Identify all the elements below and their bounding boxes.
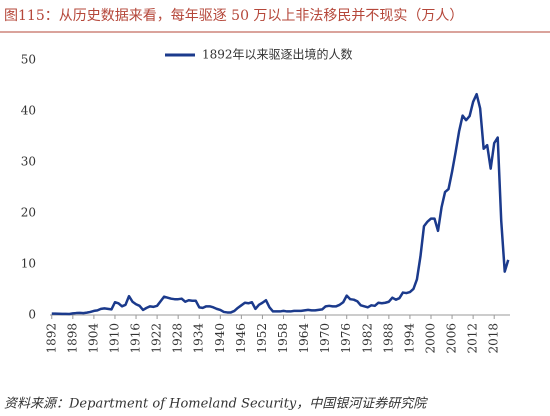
x-tick-label: 1898 [65, 323, 79, 354]
x-tick-label: 1892 [44, 323, 58, 354]
x-tick-label: 1958 [276, 323, 290, 354]
x-tick-label: 1934 [192, 323, 206, 354]
x-tick-label: 2000 [423, 323, 437, 354]
y-tick-label: 30 [21, 155, 36, 169]
x-tick-label: 1994 [402, 323, 416, 354]
x-tick-label: 1928 [171, 323, 185, 354]
x-tick-label: 1964 [297, 323, 311, 354]
x-tick-label: 1976 [339, 323, 353, 354]
x-tick-label: 1916 [129, 323, 143, 354]
y-tick-label: 20 [21, 206, 36, 220]
legend-label: 1892年以来驱逐出境的人数 [202, 47, 353, 62]
chart-title: 图115：从历史数据来看，每年驱逐 50 万以上非法移民并不现实（万人） [4, 8, 463, 24]
y-tick-label: 0 [28, 308, 36, 322]
x-tick-label: 2012 [466, 323, 480, 354]
y-tick-label: 40 [21, 104, 36, 118]
x-tick-label: 1910 [107, 323, 121, 354]
x-tick-label: 2006 [445, 323, 459, 354]
x-tick-label: 1952 [255, 323, 269, 354]
x-tick-label: 1904 [86, 323, 100, 354]
x-tick-label: 1940 [213, 323, 227, 354]
x-tick-label: 2018 [487, 323, 501, 354]
data-line [51, 92, 510, 316]
x-tick-label: 1946 [234, 323, 248, 354]
y-tick-label: 50 [21, 53, 36, 67]
source: 资料来源：Department of Homeland Security，中国银… [4, 396, 428, 412]
y-tick-label: 10 [21, 257, 36, 271]
x-tick-label: 1922 [150, 323, 164, 354]
x-tick-label: 1970 [318, 323, 332, 354]
x-tick-label: 1982 [360, 323, 374, 354]
x-tick-label: 1988 [381, 323, 395, 354]
